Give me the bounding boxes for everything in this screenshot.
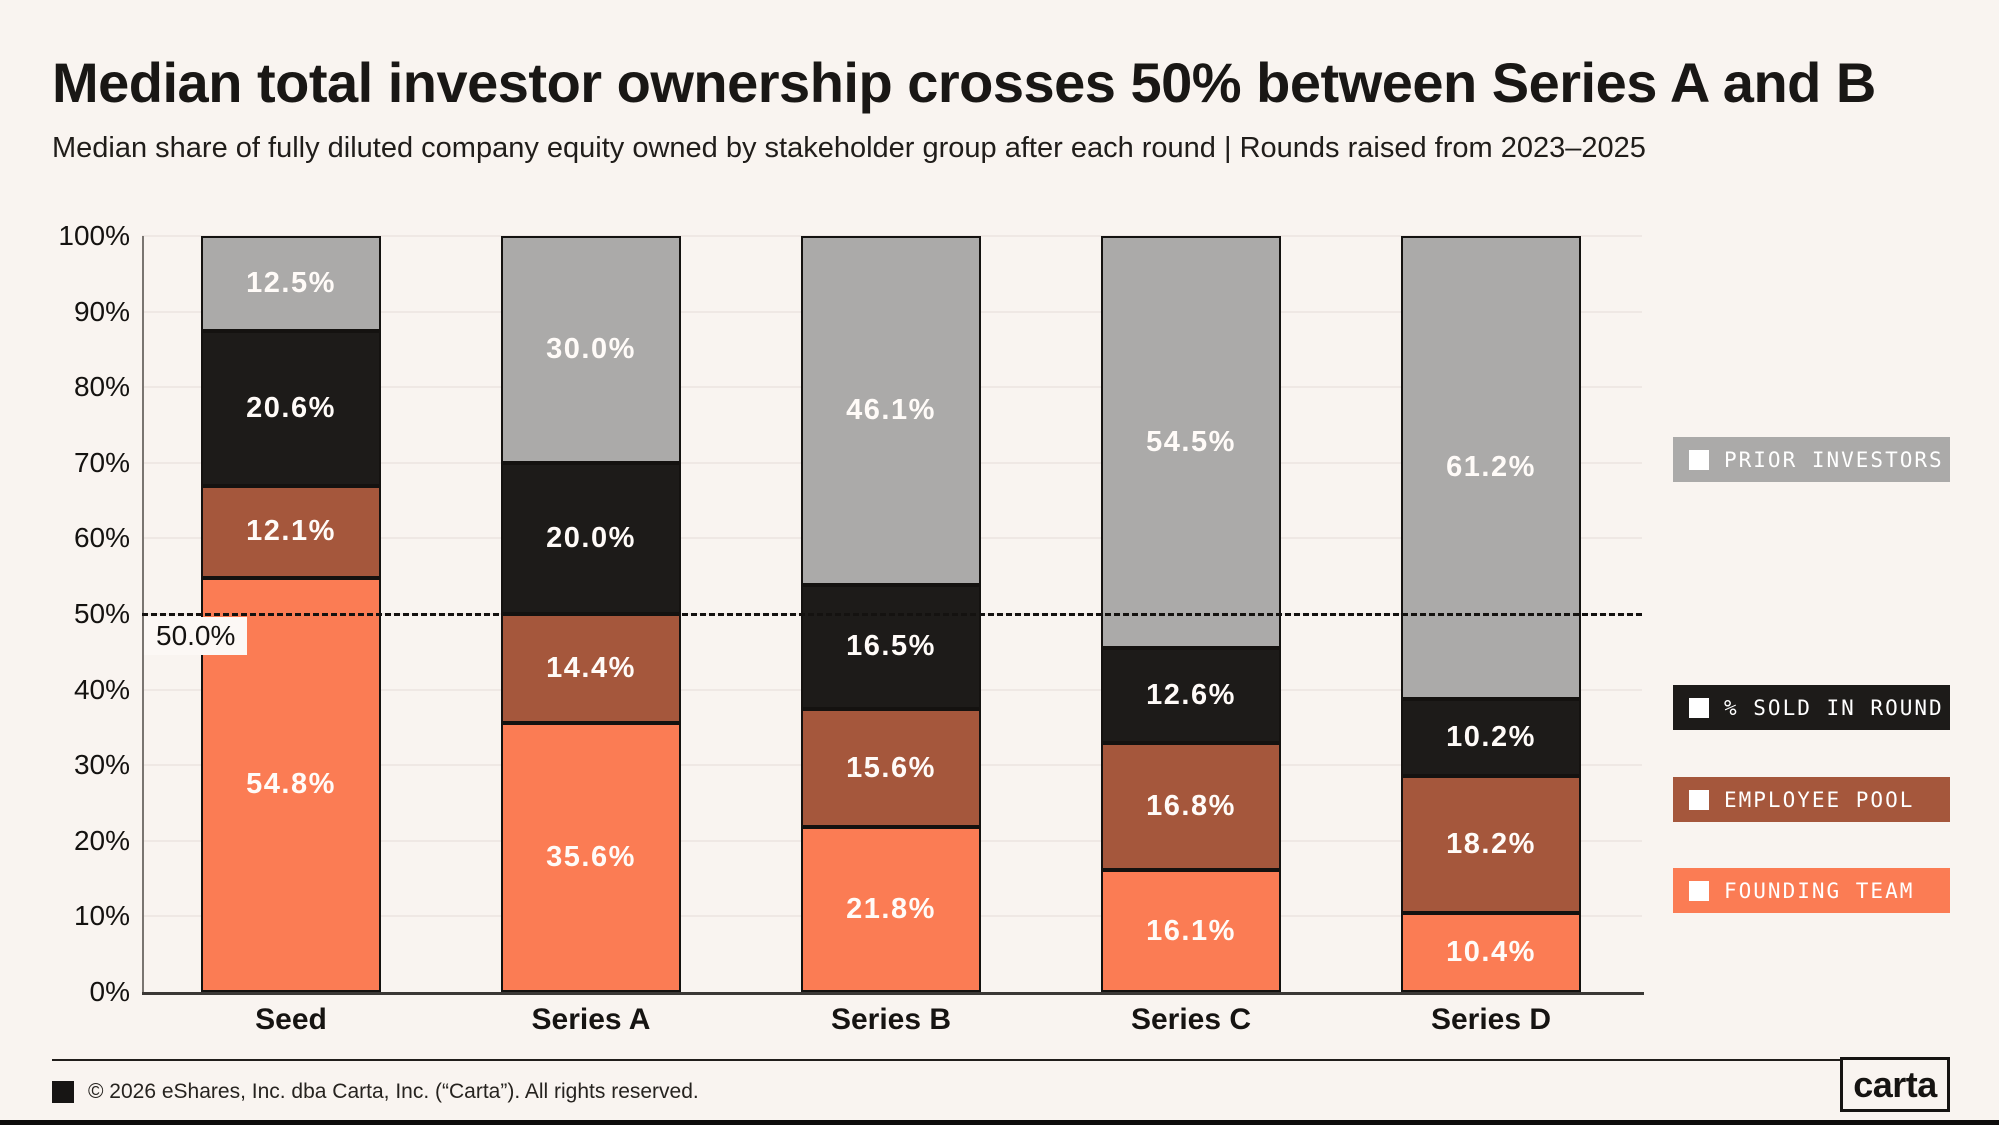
bar-segment-prior-investors: 61.2% — [1401, 236, 1581, 699]
legend-swatch-icon — [1689, 880, 1709, 901]
y-axis-tick-label: 60% — [73, 522, 130, 554]
bar-segment-value: 54.5% — [1146, 425, 1236, 458]
bar-segment-employee-pool: 14.4% — [501, 614, 681, 723]
bar-segment-founding-team: 16.1% — [1101, 870, 1281, 992]
legend-item-employee-pool: EMPLOYEE POOL — [1673, 777, 1950, 822]
x-axis-category-label: Series B — [830, 1003, 952, 1036]
bar-segment-value: 35.6% — [546, 840, 636, 873]
bar-segment-prior-investors: 46.1% — [801, 236, 981, 585]
bar-segment-value: 54.8% — [246, 768, 336, 801]
bar-segment-prior-investors: 30.0% — [501, 236, 681, 463]
y-axis-tick-label: 80% — [73, 371, 130, 403]
legend-item-founding-team: FOUNDING TEAM — [1673, 868, 1950, 913]
legend-item--sold-in-round: % SOLD IN ROUND — [1673, 685, 1950, 730]
x-axis-category-label: Series C — [1130, 1003, 1252, 1036]
bar-segment--sold-in-round: 16.5% — [801, 584, 981, 710]
bar-segment--sold-in-round: 20.0% — [501, 462, 681, 614]
legend-item-prior-investors: PRIOR INVESTORS — [1673, 437, 1950, 482]
bar-segment-prior-investors: 54.5% — [1101, 236, 1281, 649]
carta-logo: carta — [1840, 1057, 1950, 1112]
bar-segment-value: 16.8% — [1146, 790, 1236, 823]
bar-segment-value: 18.2% — [1446, 828, 1536, 861]
bar-segment--sold-in-round: 12.6% — [1101, 648, 1281, 744]
legend-swatch-icon — [1689, 697, 1709, 718]
y-axis-tick-label: 20% — [73, 824, 130, 856]
legend-item-label: FOUNDING TEAM — [1724, 878, 1915, 903]
reference-line-label: 50.0% — [144, 617, 248, 655]
carta-logo-text: carta — [1853, 1063, 1937, 1105]
bar-segment-value: 10.2% — [1446, 720, 1536, 753]
bar-segment-founding-team: 10.4% — [1401, 913, 1581, 992]
bar-segment-employee-pool: 16.8% — [1101, 743, 1281, 871]
bar-segment-value: 10.4% — [1446, 936, 1536, 969]
y-axis-tick-label: 50% — [73, 598, 130, 629]
x-axis-category-label: Seed — [255, 1003, 327, 1036]
legend-item-label: % SOLD IN ROUND — [1724, 695, 1944, 720]
bar-segment-value: 46.1% — [846, 393, 936, 426]
page-subtitle: Median share of fully diluted company eq… — [52, 132, 1646, 164]
footer-square-icon — [52, 1081, 74, 1103]
bar-segment--sold-in-round: 20.6% — [201, 330, 381, 487]
bar-segment-value: 12.6% — [1146, 679, 1236, 712]
copyright-text: © 2026 eShares, Inc. dba Carta, Inc. (“C… — [88, 1080, 699, 1103]
y-axis-tick-label: 10% — [73, 900, 130, 932]
y-axis-tick-label: 90% — [73, 295, 130, 327]
legend-swatch-icon — [1689, 449, 1709, 470]
bar-segment-value: 16.1% — [1146, 914, 1236, 947]
bar-segment-value: 15.6% — [846, 751, 936, 784]
y-axis-tick-label: 100% — [58, 220, 130, 251]
x-axis-category-label: Series A — [531, 1003, 651, 1036]
bar-segment-value: 61.2% — [1446, 450, 1536, 483]
bar-segment--sold-in-round: 10.2% — [1401, 698, 1581, 776]
bar-segment-value: 21.8% — [846, 893, 936, 926]
legend-item-label: EMPLOYEE POOL — [1724, 787, 1915, 812]
bar-segment-value: 20.0% — [546, 521, 636, 554]
footer: © 2026 eShares, Inc. dba Carta, Inc. (“C… — [52, 1080, 699, 1104]
bar-segment-value: 12.5% — [246, 266, 336, 299]
reference-line-50pct — [142, 612, 1642, 616]
y-axis-tick-label: 30% — [73, 749, 130, 781]
y-axis-tick-label: 40% — [73, 673, 130, 705]
bar-segment-prior-investors: 12.5% — [201, 236, 381, 331]
y-axis-tick-label: 70% — [73, 446, 130, 478]
bar-segment-value: 16.5% — [846, 630, 936, 663]
bar-segment-employee-pool: 15.6% — [801, 709, 981, 828]
x-axis-category-label: Series D — [1430, 1003, 1552, 1036]
bar-segment-founding-team: 35.6% — [501, 722, 681, 992]
legend-item-label: PRIOR INVESTORS — [1724, 447, 1944, 472]
bar-segment-founding-team: 21.8% — [801, 827, 981, 992]
legend-swatch-icon — [1689, 789, 1709, 810]
bar-segment-value: 12.1% — [246, 515, 336, 548]
bar-segment-employee-pool: 18.2% — [1401, 775, 1581, 914]
bar-segment-employee-pool: 12.1% — [201, 486, 381, 578]
bar-segment-value: 14.4% — [546, 651, 636, 684]
bar-segment-value: 20.6% — [246, 391, 336, 424]
x-axis-line — [142, 992, 1644, 995]
page-title: Median total investor ownership crosses … — [52, 51, 1876, 114]
y-axis-tick-label: 0% — [89, 976, 130, 1007]
bar-segment-value: 30.0% — [546, 332, 636, 365]
footer-divider — [52, 1059, 1840, 1061]
bottom-accent-bar — [0, 1120, 1999, 1125]
